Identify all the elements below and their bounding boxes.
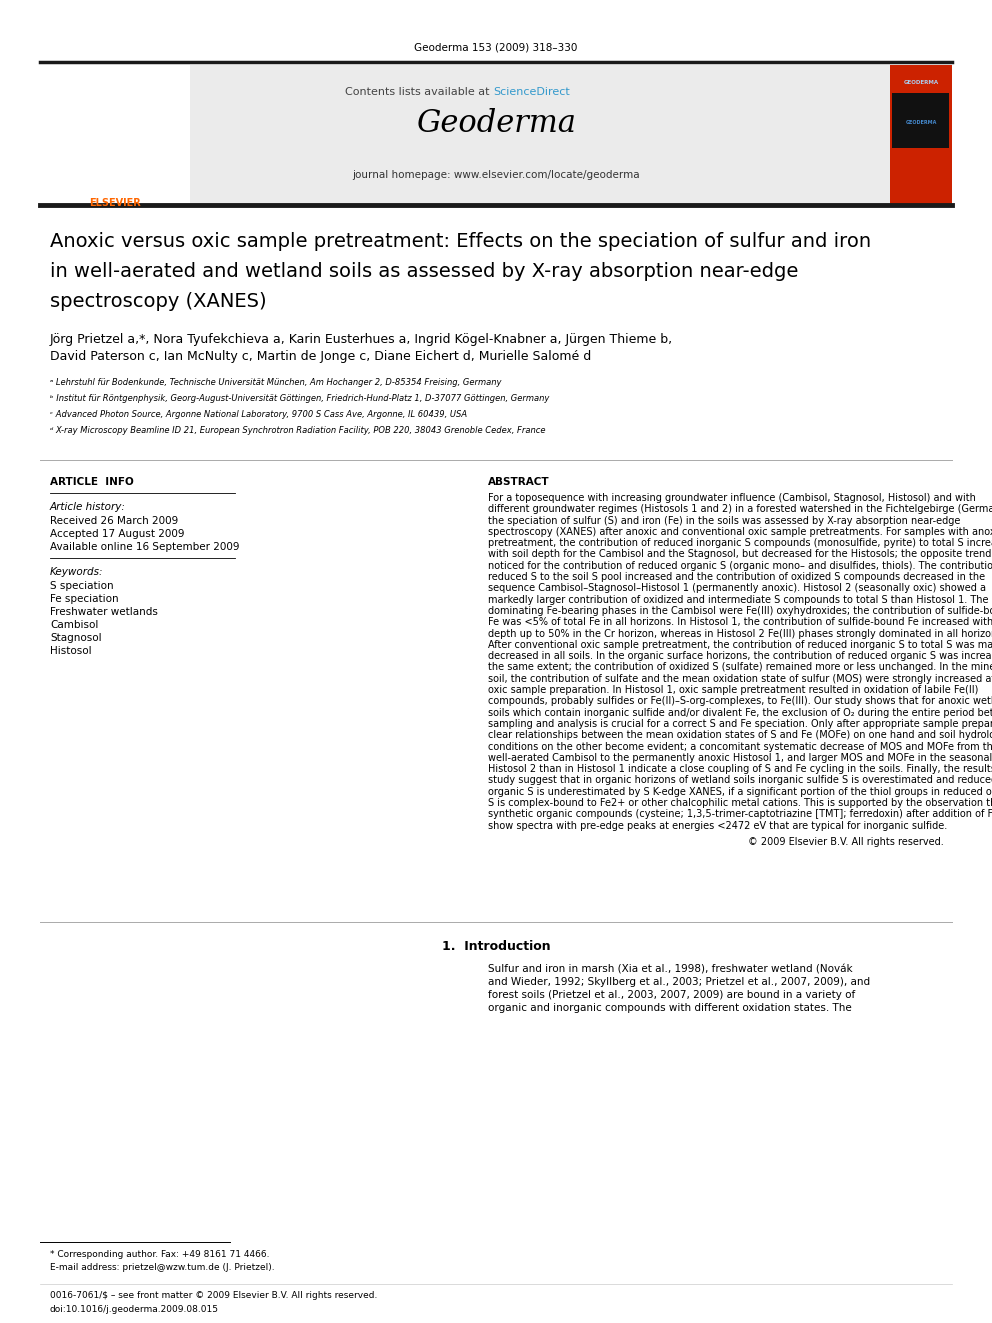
Text: GEODERMA: GEODERMA — [904, 79, 938, 85]
Text: After conventional oxic sample pretreatment, the contribution of reduced inorgan: After conventional oxic sample pretreatm… — [488, 640, 992, 650]
Text: Contents lists available at: Contents lists available at — [345, 87, 493, 97]
Text: Histosol: Histosol — [50, 646, 91, 656]
Text: © 2009 Elsevier B.V. All rights reserved.: © 2009 Elsevier B.V. All rights reserved… — [748, 837, 944, 847]
Text: sequence Cambisol–Stagnosol–Histosol 1 (permanently anoxic). Histosol 2 (seasona: sequence Cambisol–Stagnosol–Histosol 1 (… — [488, 583, 986, 594]
Text: Fe speciation: Fe speciation — [50, 594, 119, 605]
Text: GEODERMA: GEODERMA — [906, 120, 936, 124]
Text: soil, the contribution of sulfate and the mean oxidation state of sulfur (MOS) w: soil, the contribution of sulfate and th… — [488, 673, 992, 684]
Text: the speciation of sulfur (S) and iron (Fe) in the soils was assessed by X-ray ab: the speciation of sulfur (S) and iron (F… — [488, 516, 960, 525]
Text: Accepted 17 August 2009: Accepted 17 August 2009 — [50, 529, 185, 538]
Text: Keywords:: Keywords: — [50, 568, 103, 577]
Text: 1.  Introduction: 1. Introduction — [441, 941, 551, 953]
Text: Cambisol: Cambisol — [50, 620, 98, 630]
Text: different groundwater regimes (Histosols 1 and 2) in a forested watershed in the: different groundwater regimes (Histosols… — [488, 504, 992, 515]
Text: spectroscopy (XANES) after anoxic and conventional oxic sample pretreatments. Fo: spectroscopy (XANES) after anoxic and co… — [488, 527, 992, 537]
Text: organic and inorganic compounds with different oxidation states. The: organic and inorganic compounds with dif… — [488, 1003, 852, 1013]
Text: well-aerated Cambisol to the permanently anoxic Histosol 1, and larger MOS and M: well-aerated Cambisol to the permanently… — [488, 753, 992, 763]
Text: dominating Fe-bearing phases in the Cambisol were Fe(III) oxyhydroxides; the con: dominating Fe-bearing phases in the Camb… — [488, 606, 992, 617]
Text: ARTICLE  INFO: ARTICLE INFO — [50, 478, 134, 487]
Text: clear relationships between the mean oxidation states of S and Fe (MOFe) on one : clear relationships between the mean oxi… — [488, 730, 992, 741]
Text: ᵈ X-ray Microscopy Beamline ID 21, European Synchrotron Radiation Facility, POB : ᵈ X-ray Microscopy Beamline ID 21, Europ… — [50, 426, 546, 435]
Text: ᵃ Lehrstuhl für Bodenkunde, Technische Universität München, Am Hochanger 2, D-85: ᵃ Lehrstuhl für Bodenkunde, Technische U… — [50, 378, 502, 388]
Text: S speciation: S speciation — [50, 581, 114, 591]
Text: Received 26 March 2009: Received 26 March 2009 — [50, 516, 179, 527]
Text: Sulfur and iron in marsh (Xia et al., 1998), freshwater wetland (Novák: Sulfur and iron in marsh (Xia et al., 19… — [488, 964, 853, 974]
Text: and Wieder, 1992; Skyllberg et al., 2003; Prietzel et al., 2007, 2009), and: and Wieder, 1992; Skyllberg et al., 2003… — [488, 976, 870, 987]
Text: markedly larger contribution of oxidized and intermediate S compounds to total S: markedly larger contribution of oxidized… — [488, 595, 988, 605]
Text: Freshwater wetlands: Freshwater wetlands — [50, 607, 158, 617]
Text: spectroscopy (XANES): spectroscopy (XANES) — [50, 292, 267, 311]
Bar — [890, 65, 952, 205]
Text: Fe was <5% of total Fe in all horizons. In Histosol 1, the contribution of sulfi: Fe was <5% of total Fe in all horizons. … — [488, 618, 992, 627]
Text: David Paterson c, Ian McNulty c, Martin de Jonge c, Diane Eichert d, Murielle Sa: David Paterson c, Ian McNulty c, Martin … — [50, 351, 591, 363]
Text: Jörg Prietzel a,*, Nora Tyufekchieva a, Karin Eusterhues a, Ingrid Kögel-Knabner: Jörg Prietzel a,*, Nora Tyufekchieva a, … — [50, 333, 674, 347]
Bar — [190, 65, 890, 205]
Text: Stagnosol: Stagnosol — [50, 632, 101, 643]
Text: decreased in all soils. In the organic surface horizons, the contribution of red: decreased in all soils. In the organic s… — [488, 651, 992, 662]
Text: Article history:: Article history: — [50, 501, 126, 512]
Text: ᵇ Institut für Röntgenphysik, Georg-August-Universität Göttingen, Friedrich-Hund: ᵇ Institut für Röntgenphysik, Georg-Augu… — [50, 394, 550, 404]
Text: Geoderma: Geoderma — [416, 108, 576, 139]
Text: journal homepage: www.elsevier.com/locate/geoderma: journal homepage: www.elsevier.com/locat… — [352, 169, 640, 180]
Text: Histosol 2 than in Histosol 1 indicate a close coupling of S and Fe cycling in t: Histosol 2 than in Histosol 1 indicate a… — [488, 765, 992, 774]
Text: doi:10.1016/j.geoderma.2009.08.015: doi:10.1016/j.geoderma.2009.08.015 — [50, 1304, 219, 1314]
Text: in well-aerated and wetland soils as assessed by X-ray absorption near-edge: in well-aerated and wetland soils as ass… — [50, 262, 799, 280]
Text: synthetic organic compounds (cysteine; 1,3,5-trimer-captotriazine [TMT]; ferredo: synthetic organic compounds (cysteine; 1… — [488, 810, 992, 819]
Text: depth up to 50% in the Cr horizon, whereas in Histosol 2 Fe(III) phases strongly: depth up to 50% in the Cr horizon, where… — [488, 628, 992, 639]
Text: conditions on the other become evident; a concomitant systematic decrease of MOS: conditions on the other become evident; … — [488, 742, 992, 751]
Text: For a toposequence with increasing groundwater influence (Cambisol, Stagnosol, H: For a toposequence with increasing groun… — [488, 493, 976, 503]
Text: * Corresponding author. Fax: +49 8161 71 4466.: * Corresponding author. Fax: +49 8161 71… — [50, 1250, 270, 1259]
Text: 0016-7061/$ – see front matter © 2009 Elsevier B.V. All rights reserved.: 0016-7061/$ – see front matter © 2009 El… — [50, 1291, 377, 1301]
Text: forest soils (Prietzel et al., 2003, 2007, 2009) are bound in a variety of: forest soils (Prietzel et al., 2003, 200… — [488, 990, 855, 1000]
Text: ABSTRACT: ABSTRACT — [488, 478, 550, 487]
Bar — [892, 93, 949, 148]
Text: sampling and analysis is crucial for a correct S and Fe speciation. Only after a: sampling and analysis is crucial for a c… — [488, 718, 992, 729]
Text: Geoderma 153 (2009) 318–330: Geoderma 153 (2009) 318–330 — [415, 42, 577, 52]
Text: reduced S to the soil S pool increased and the contribution of oxidized S compou: reduced S to the soil S pool increased a… — [488, 572, 985, 582]
Text: study suggest that in organic horizons of wetland soils inorganic sulfide S is o: study suggest that in organic horizons o… — [488, 775, 992, 786]
Text: Available online 16 September 2009: Available online 16 September 2009 — [50, 542, 239, 552]
Text: ScienceDirect: ScienceDirect — [493, 87, 569, 97]
Text: ELSEVIER: ELSEVIER — [89, 198, 141, 208]
Text: noticed for the contribution of reduced organic S (organic mono– and disulfides,: noticed for the contribution of reduced … — [488, 561, 992, 570]
Text: pretreatment, the contribution of reduced inorganic S compounds (monosulfide, py: pretreatment, the contribution of reduce… — [488, 538, 992, 548]
Text: S is complex-bound to Fe2+ or other chalcophilic metal cations. This is supporte: S is complex-bound to Fe2+ or other chal… — [488, 798, 992, 808]
Text: compounds, probably sulfides or Fe(II)–S-org-complexes, to Fe(III). Our study sh: compounds, probably sulfides or Fe(II)–S… — [488, 696, 992, 706]
Text: soils which contain inorganic sulfide and/or divalent Fe, the exclusion of O₂ du: soils which contain inorganic sulfide an… — [488, 708, 992, 717]
Text: ᶜ Advanced Photon Source, Argonne National Laboratory, 9700 S Cass Ave, Argonne,: ᶜ Advanced Photon Source, Argonne Nation… — [50, 410, 467, 419]
Text: organic S is underestimated by S K-edge XANES, if a significant portion of the t: organic S is underestimated by S K-edge … — [488, 787, 992, 796]
Text: with soil depth for the Cambisol and the Stagnosol, but decreased for the Histos: with soil depth for the Cambisol and the… — [488, 549, 992, 560]
Text: E-mail address: prietzel@wzw.tum.de (J. Prietzel).: E-mail address: prietzel@wzw.tum.de (J. … — [50, 1263, 275, 1271]
Text: Anoxic versus oxic sample pretreatment: Effects on the speciation of sulfur and : Anoxic versus oxic sample pretreatment: … — [50, 232, 871, 251]
Text: show spectra with pre-edge peaks at energies <2472 eV that are typical for inorg: show spectra with pre-edge peaks at ener… — [488, 820, 947, 831]
Bar — [40, 65, 190, 205]
Text: oxic sample preparation. In Histosol 1, oxic sample pretreatment resulted in oxi: oxic sample preparation. In Histosol 1, … — [488, 685, 978, 695]
Text: the same extent; the contribution of oxidized S (sulfate) remained more or less : the same extent; the contribution of oxi… — [488, 663, 992, 672]
